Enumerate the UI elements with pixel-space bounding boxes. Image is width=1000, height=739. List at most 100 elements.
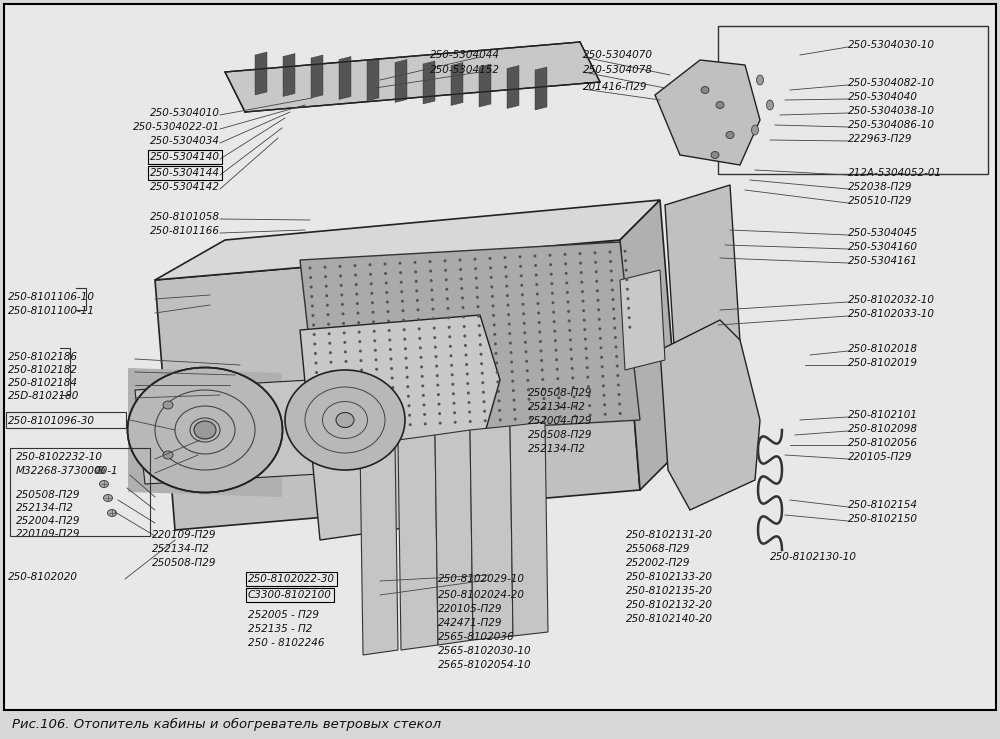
Ellipse shape: [128, 367, 283, 492]
Text: 250-5304161: 250-5304161: [848, 256, 918, 266]
Ellipse shape: [404, 347, 407, 350]
Ellipse shape: [578, 252, 582, 255]
Ellipse shape: [370, 282, 373, 285]
Text: 250-5304030-10: 250-5304030-10: [848, 40, 935, 50]
Ellipse shape: [522, 313, 525, 316]
Ellipse shape: [430, 289, 433, 292]
Ellipse shape: [434, 346, 437, 349]
Text: 250-5304010: 250-5304010: [150, 108, 220, 118]
Ellipse shape: [312, 314, 314, 317]
Ellipse shape: [566, 300, 570, 304]
Ellipse shape: [541, 378, 544, 381]
Ellipse shape: [594, 261, 597, 264]
Polygon shape: [398, 435, 438, 650]
Ellipse shape: [430, 279, 433, 282]
Ellipse shape: [331, 389, 334, 392]
Ellipse shape: [550, 282, 553, 285]
Ellipse shape: [610, 270, 613, 273]
Ellipse shape: [510, 351, 512, 354]
Bar: [6, 412, 126, 428]
Ellipse shape: [386, 301, 389, 304]
Ellipse shape: [536, 293, 539, 296]
Ellipse shape: [627, 307, 630, 310]
Ellipse shape: [554, 349, 558, 352]
Ellipse shape: [414, 261, 416, 264]
Ellipse shape: [518, 255, 522, 259]
Ellipse shape: [355, 293, 358, 296]
Ellipse shape: [525, 360, 528, 363]
Ellipse shape: [418, 327, 421, 330]
Ellipse shape: [599, 337, 602, 340]
Ellipse shape: [492, 304, 494, 307]
Polygon shape: [535, 67, 547, 110]
Ellipse shape: [332, 408, 336, 411]
Ellipse shape: [386, 310, 390, 313]
Ellipse shape: [388, 338, 391, 341]
Ellipse shape: [613, 317, 616, 320]
Ellipse shape: [625, 278, 628, 282]
Ellipse shape: [537, 312, 540, 315]
Ellipse shape: [494, 352, 498, 355]
Polygon shape: [479, 64, 491, 107]
Ellipse shape: [510, 361, 513, 364]
Ellipse shape: [361, 378, 364, 381]
Text: 250-5304034: 250-5304034: [150, 136, 220, 146]
Text: 250-8101166: 250-8101166: [150, 226, 220, 236]
Ellipse shape: [571, 367, 574, 370]
Text: 252135 - П2: 252135 - П2: [248, 624, 312, 634]
Text: М32268-3730000-1: М32268-3730000-1: [16, 466, 119, 476]
Ellipse shape: [327, 323, 330, 326]
Ellipse shape: [285, 370, 405, 470]
Ellipse shape: [374, 349, 377, 352]
Ellipse shape: [580, 281, 583, 284]
Ellipse shape: [389, 348, 392, 351]
Ellipse shape: [480, 353, 482, 355]
Ellipse shape: [385, 282, 388, 285]
Ellipse shape: [402, 309, 404, 312]
Ellipse shape: [586, 375, 589, 378]
Ellipse shape: [385, 291, 388, 294]
Ellipse shape: [340, 293, 343, 296]
Polygon shape: [128, 368, 282, 497]
Ellipse shape: [328, 341, 331, 344]
Ellipse shape: [596, 289, 599, 293]
Text: 250508-П29: 250508-П29: [528, 388, 592, 398]
Ellipse shape: [603, 403, 606, 406]
Ellipse shape: [343, 341, 346, 344]
Text: 250 - 8102246: 250 - 8102246: [248, 638, 324, 648]
Ellipse shape: [422, 403, 426, 406]
Ellipse shape: [513, 408, 516, 411]
Ellipse shape: [357, 321, 360, 324]
Text: 2565-8102030-10: 2565-8102030-10: [438, 646, 532, 656]
Ellipse shape: [558, 406, 561, 409]
Ellipse shape: [508, 323, 511, 326]
Ellipse shape: [422, 394, 425, 397]
Ellipse shape: [377, 396, 380, 399]
Ellipse shape: [344, 360, 348, 363]
Ellipse shape: [429, 270, 432, 273]
Ellipse shape: [564, 262, 567, 265]
Ellipse shape: [711, 151, 719, 158]
Ellipse shape: [572, 395, 576, 398]
Ellipse shape: [601, 365, 604, 368]
Ellipse shape: [507, 304, 510, 307]
Ellipse shape: [490, 285, 493, 288]
Ellipse shape: [767, 100, 774, 110]
Ellipse shape: [586, 366, 589, 369]
Ellipse shape: [314, 361, 318, 364]
Ellipse shape: [542, 387, 545, 390]
Ellipse shape: [566, 291, 569, 294]
Ellipse shape: [571, 376, 574, 379]
Text: 250-8102182: 250-8102182: [8, 365, 78, 375]
Ellipse shape: [326, 313, 330, 316]
Ellipse shape: [568, 329, 571, 332]
Ellipse shape: [468, 410, 471, 414]
Ellipse shape: [384, 272, 387, 275]
Polygon shape: [451, 63, 463, 106]
Ellipse shape: [342, 322, 345, 325]
Ellipse shape: [481, 372, 484, 375]
Text: 252134-П2: 252134-П2: [528, 444, 586, 454]
Ellipse shape: [325, 285, 328, 287]
Text: 252004-П29: 252004-П29: [16, 516, 80, 526]
Ellipse shape: [617, 384, 620, 386]
